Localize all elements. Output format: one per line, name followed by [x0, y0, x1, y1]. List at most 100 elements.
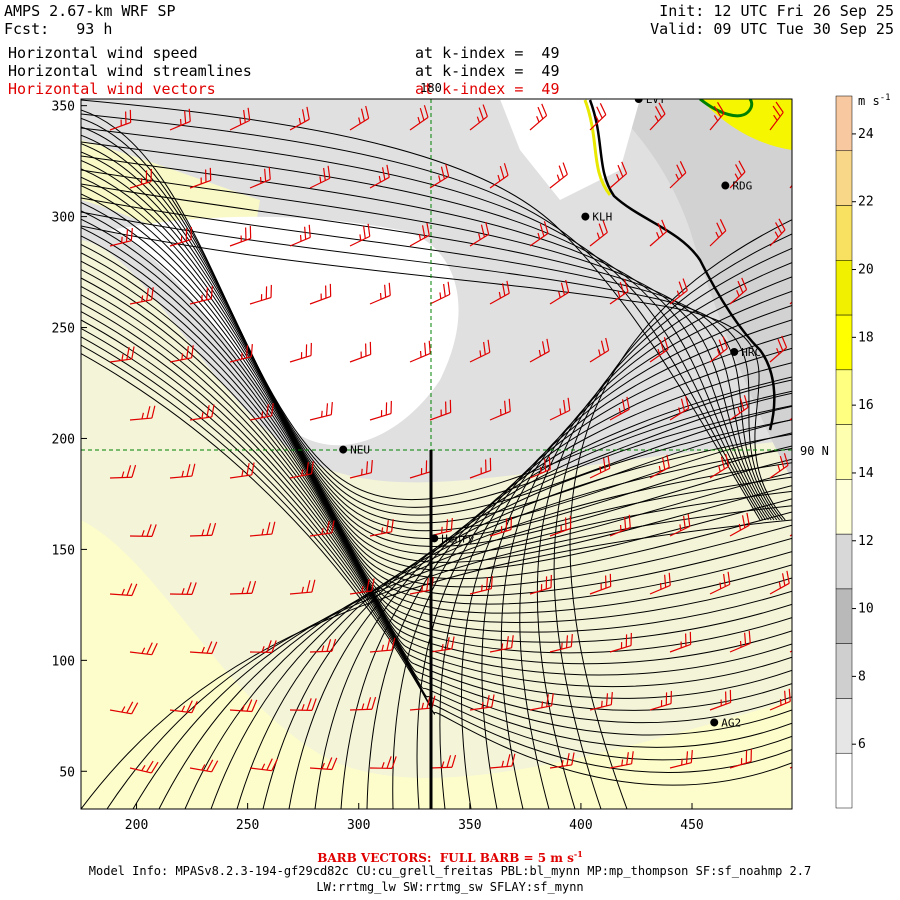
- wind-barb: [529, 103, 548, 131]
- wind-barb: [729, 512, 750, 537]
- wind-barb: [109, 464, 137, 479]
- field-name-3: Horizontal wind vectors: [8, 80, 216, 98]
- wind-barb: [169, 582, 197, 595]
- streamline: [81, 243, 792, 633]
- wind-barb: [309, 520, 335, 537]
- wind-barb: [769, 453, 789, 479]
- wind-barb: [169, 463, 196, 479]
- wind-barb: [429, 754, 457, 769]
- wind-barb: [109, 701, 139, 715]
- model-info-line-1: Model Info: MPASv8.2.3-194-gf29cd82c CU:…: [88, 864, 812, 878]
- field-level-3: at k-index = 49: [415, 80, 560, 98]
- colorbar-label: 10: [858, 602, 874, 617]
- streamline: [81, 269, 792, 665]
- colorbar-swatch: [835, 314, 853, 371]
- wind-barb: [249, 284, 272, 305]
- streamline: [439, 319, 792, 809]
- streamline: [81, 235, 792, 623]
- colorbar-swatch: [835, 205, 853, 261]
- wind-barb: [409, 105, 429, 131]
- streamline: [81, 201, 792, 588]
- wind-barb: [169, 226, 192, 247]
- wind-barb: [669, 513, 691, 537]
- wind-barb: [529, 221, 549, 247]
- wind-barb: [309, 165, 331, 189]
- station-marker: [710, 718, 719, 727]
- streamline: [81, 159, 792, 547]
- wind-barb: [709, 689, 732, 711]
- wind-barb: [429, 636, 455, 653]
- wind-barb: [469, 339, 491, 363]
- station-marker: [730, 347, 739, 356]
- streamline: [81, 141, 769, 521]
- wind-barb: [189, 759, 219, 773]
- y-tick-label: 50: [59, 765, 75, 780]
- colorbar-swatch: [835, 95, 853, 152]
- plot-area: NEU Henry KLH RDG HRC AG2 LVT: [81, 99, 792, 809]
- wind-barb: [309, 402, 333, 421]
- streamline: [81, 155, 772, 521]
- wind-barb: [549, 162, 568, 189]
- speed-fill-yellow-low: [81, 520, 792, 809]
- wind-barb: [709, 102, 725, 131]
- wind-barb: [489, 280, 510, 305]
- streamline: [81, 319, 792, 736]
- wind-barb: [229, 344, 253, 363]
- stations: NEU Henry KLH RDG HRC AG2 LVT: [339, 99, 761, 729]
- wind-barb: [769, 688, 791, 711]
- wind-barb: [369, 756, 397, 769]
- wind-barb: [369, 637, 396, 653]
- streamline: [81, 99, 761, 521]
- wind-barb: [189, 286, 213, 305]
- wind-barb: [369, 164, 390, 189]
- wind-barb: [489, 753, 516, 769]
- fcst-label: Fcst:: [4, 20, 50, 38]
- wind-barb: [529, 574, 552, 595]
- streamline: [81, 210, 792, 596]
- wind-barb: [129, 524, 157, 537]
- wind-barb: [229, 225, 252, 247]
- streamline: [81, 176, 792, 563]
- colorbar-swatch: [835, 752, 853, 809]
- wind-barb: [729, 160, 746, 189]
- colorbar-label: 24: [858, 127, 874, 142]
- wind-barb: [529, 456, 551, 479]
- wind-barb: [349, 696, 377, 711]
- wind-barb: [709, 453, 730, 479]
- wind-barb: [549, 279, 570, 305]
- wind-barb: [589, 573, 612, 595]
- wind-barb: [609, 514, 631, 537]
- y-tick-label: 150: [52, 543, 75, 558]
- coastline: [588, 99, 776, 431]
- wind-barb: [529, 338, 550, 363]
- x-tick-label: 250: [236, 818, 259, 833]
- wind-barb: [109, 109, 132, 131]
- x-tick-label: 400: [569, 818, 592, 833]
- wind-barb: [469, 104, 488, 131]
- wind-barb: [769, 218, 786, 247]
- station-label: HRC: [741, 346, 761, 359]
- wind-barb: [769, 101, 784, 131]
- wind-barb: [729, 748, 752, 769]
- colorbar-swatch: [835, 533, 853, 590]
- wind-barb: [289, 342, 312, 363]
- streamline: [81, 168, 792, 555]
- wind-barb: [289, 698, 317, 711]
- colorbar-label: 6: [858, 737, 866, 752]
- wind-barb: [189, 641, 218, 655]
- wind-barb: [489, 398, 511, 421]
- axes: 200 250 300 350 400 450 50 100 150 200 250 300 350: [52, 100, 704, 833]
- station-label: NEU: [350, 444, 370, 457]
- streamline: [81, 126, 792, 516]
- wind-barb: [169, 345, 194, 363]
- y-tick-label: 100: [52, 654, 75, 669]
- coast-yellow: [583, 99, 612, 196]
- wind-barb: [409, 340, 431, 363]
- wind-barb: [369, 282, 391, 305]
- streamline: [288, 405, 792, 809]
- streamline: [81, 327, 792, 748]
- wind-barb: [609, 396, 630, 421]
- streamline: [536, 247, 792, 809]
- colorbar-label: 14: [858, 466, 874, 481]
